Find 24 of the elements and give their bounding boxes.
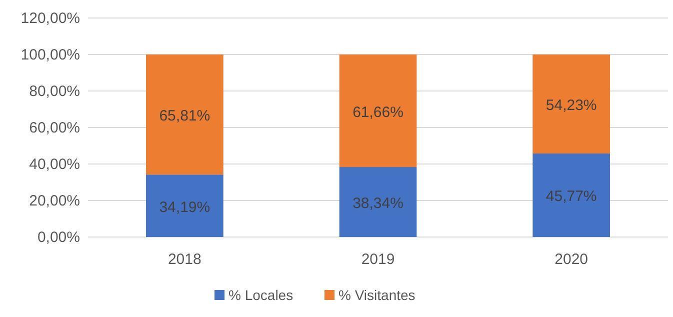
data-label: 45,77% (546, 188, 597, 206)
data-label: 34,19% (159, 198, 210, 216)
y-tick-label: 0,00% (37, 229, 80, 246)
data-label: 61,66% (352, 104, 404, 121)
x-tick-label: 2019 (361, 251, 395, 268)
bar (146, 54, 224, 175)
y-tick-label: 60,00% (29, 120, 80, 136)
data-label: 65,81% (159, 108, 210, 125)
data-label: 54,23% (546, 96, 597, 114)
y-tick-label: 20,00% (29, 192, 80, 210)
bar (532, 153, 610, 237)
y-tick-label: 100,00% (20, 46, 80, 64)
bar (339, 167, 417, 237)
data-label: 38,34% (352, 195, 404, 212)
legend-label: % Locales (228, 287, 294, 303)
x-tick-label: 2020 (554, 251, 588, 268)
y-tick-label: 80,00% (29, 83, 80, 100)
bar (146, 174, 224, 237)
bar (532, 54, 610, 154)
x-tick-label: 2018 (168, 251, 202, 268)
y-tick-label: 40,00% (29, 156, 80, 173)
y-tick-label: 120,00% (20, 10, 80, 27)
bar (339, 54, 417, 168)
legend-label: % Visitantes (338, 287, 416, 303)
